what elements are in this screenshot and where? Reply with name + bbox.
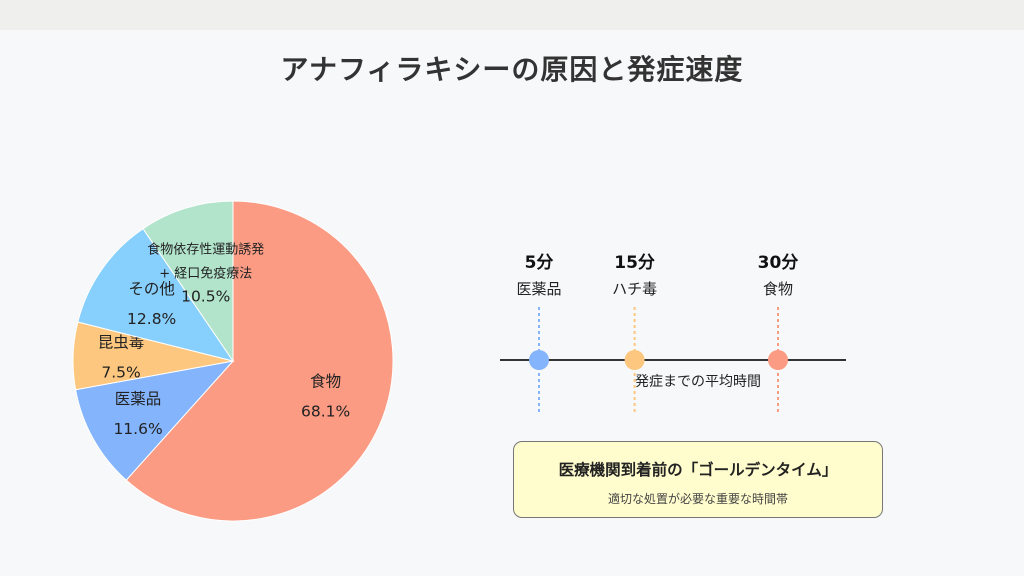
pie-label: + 経口免疫療法: [159, 265, 252, 281]
golden-time-box: 医療機関到着前の「ゴールデンタイム」 適切な処置が必要な重要な時間帯: [513, 441, 883, 518]
golden-time-title: 医療機関到着前の「ゴールデンタイム」: [558, 461, 838, 479]
pie-value-label: 11.6%: [113, 420, 162, 438]
page-title: アナフィラキシーの原因と発症速度: [280, 53, 744, 86]
timeline-cause-label: 食物: [763, 280, 793, 298]
timeline-time-label: 5分: [525, 253, 554, 273]
pie-slice: [75, 360, 235, 481]
timeline-marker: [624, 350, 645, 370]
pie-slice: [77, 227, 235, 362]
pie-slice: [142, 200, 234, 363]
pie-value-label: 10.5%: [181, 287, 230, 305]
pie-label: 昆虫毒: [98, 333, 145, 351]
pie-label: その他: [128, 280, 175, 298]
timeline-marker: [529, 350, 549, 370]
pie-label: 食物: [310, 372, 341, 390]
top-bar: [0, 0, 1024, 30]
golden-time-subtitle: 適切な処置が必要な重要な時間帯: [607, 492, 788, 506]
timeline-axis-label: 発症までの平均時間: [635, 374, 761, 390]
pie-label: 食物依存性運動誘発: [147, 241, 264, 257]
pie-slice: [125, 200, 394, 522]
pie-value-label: 7.5%: [101, 363, 140, 381]
pie-value-label: 68.1%: [301, 402, 350, 420]
timeline-time-label: 15分: [614, 253, 655, 273]
timeline-time-label: 30分: [758, 253, 799, 273]
timeline-marker: [768, 350, 788, 370]
pie-label: 医薬品: [115, 390, 162, 408]
pie-value-label: 12.8%: [127, 310, 176, 328]
timeline-cause-label: ハチ毒: [612, 280, 657, 298]
timeline-cause-label: 医薬品: [516, 280, 561, 298]
